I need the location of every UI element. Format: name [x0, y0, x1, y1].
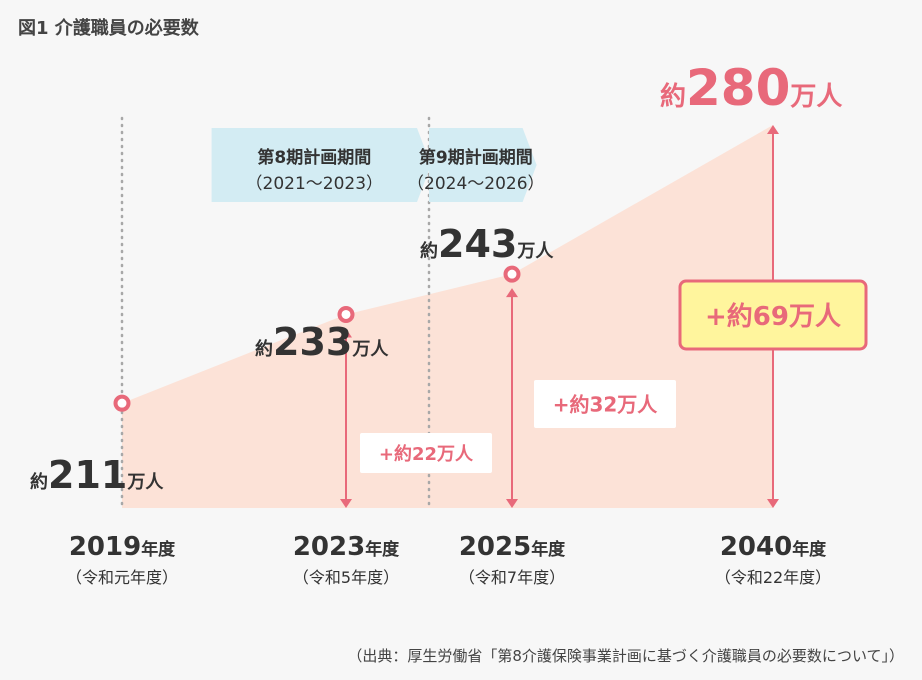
value-label-number: 233 — [273, 320, 352, 364]
increase-label: +約32万人 — [553, 393, 659, 417]
x-axis-sublabel: （令和5年度） — [293, 568, 399, 587]
increase-box — [534, 380, 676, 428]
data-point — [503, 265, 521, 283]
value-label-text: 万人 — [790, 82, 842, 112]
value-label-number: 243 — [438, 222, 517, 266]
x-axis-sublabel: （令和22年度） — [715, 568, 831, 587]
increase-label: +約69万人 — [705, 301, 841, 332]
arrow-head — [506, 288, 518, 298]
x-axis-suffix: 年度 — [141, 539, 176, 560]
x-axis-sublabel: （令和元年度） — [66, 568, 178, 587]
x-axis-label: 2023年度 — [293, 532, 400, 562]
data-point — [337, 305, 355, 323]
x-axis-year: 2040 — [720, 532, 792, 562]
period-years: （2021～2023） — [246, 174, 384, 194]
value-label-text: 万人 — [126, 472, 164, 493]
value-label-number: 280 — [686, 59, 790, 117]
source-note: （出典：厚生労働省「第8介護保険事業計画に基づく介護職員の必要数について」） — [347, 647, 904, 665]
x-axis-sublabel: （令和7年度） — [459, 568, 565, 587]
value-label: 約280万人 — [660, 59, 842, 117]
arrow-head — [506, 499, 518, 508]
value-label-text: 万人 — [351, 339, 389, 360]
value-label-text: 約 — [30, 471, 48, 493]
value-label-text: 約 — [660, 81, 686, 112]
x-axis-label: 2025年度 — [459, 532, 566, 562]
x-axis-label: 2040年度 — [720, 532, 827, 562]
period-years: （2024～2026） — [407, 174, 545, 194]
period-banner — [429, 128, 537, 202]
value-label-text: 約 — [420, 240, 438, 262]
arrow-head — [767, 125, 779, 134]
arrow-head — [340, 328, 352, 338]
data-point — [113, 394, 131, 412]
increase-box — [360, 433, 492, 473]
value-label-text: 約 — [255, 338, 273, 360]
value-label-number: 211 — [48, 453, 127, 497]
x-axis-suffix: 年度 — [365, 539, 400, 560]
period-title: 第9期計画期間 — [419, 147, 533, 168]
increase-label: +約22万人 — [379, 443, 474, 465]
value-label: 約211万人 — [30, 453, 164, 497]
value-label: 約243万人 — [420, 222, 554, 266]
x-axis-label: 2019年度 — [69, 532, 176, 562]
increase-highlight-box — [678, 279, 868, 351]
figure-title: 図1 介護職員の必要数 — [18, 18, 199, 39]
x-axis-year: 2023 — [293, 532, 365, 562]
x-axis-suffix: 年度 — [531, 539, 566, 560]
arrow-head — [340, 499, 352, 508]
x-axis-year: 2025 — [459, 532, 531, 562]
x-axis-suffix: 年度 — [792, 539, 827, 560]
period-banner — [211, 128, 431, 202]
arrow-head — [767, 499, 779, 508]
value-label: 約233万人 — [255, 320, 389, 364]
x-axis-year: 2019 — [69, 532, 141, 562]
period-title: 第8期計画期間 — [257, 147, 371, 168]
value-label-text: 万人 — [516, 241, 554, 262]
